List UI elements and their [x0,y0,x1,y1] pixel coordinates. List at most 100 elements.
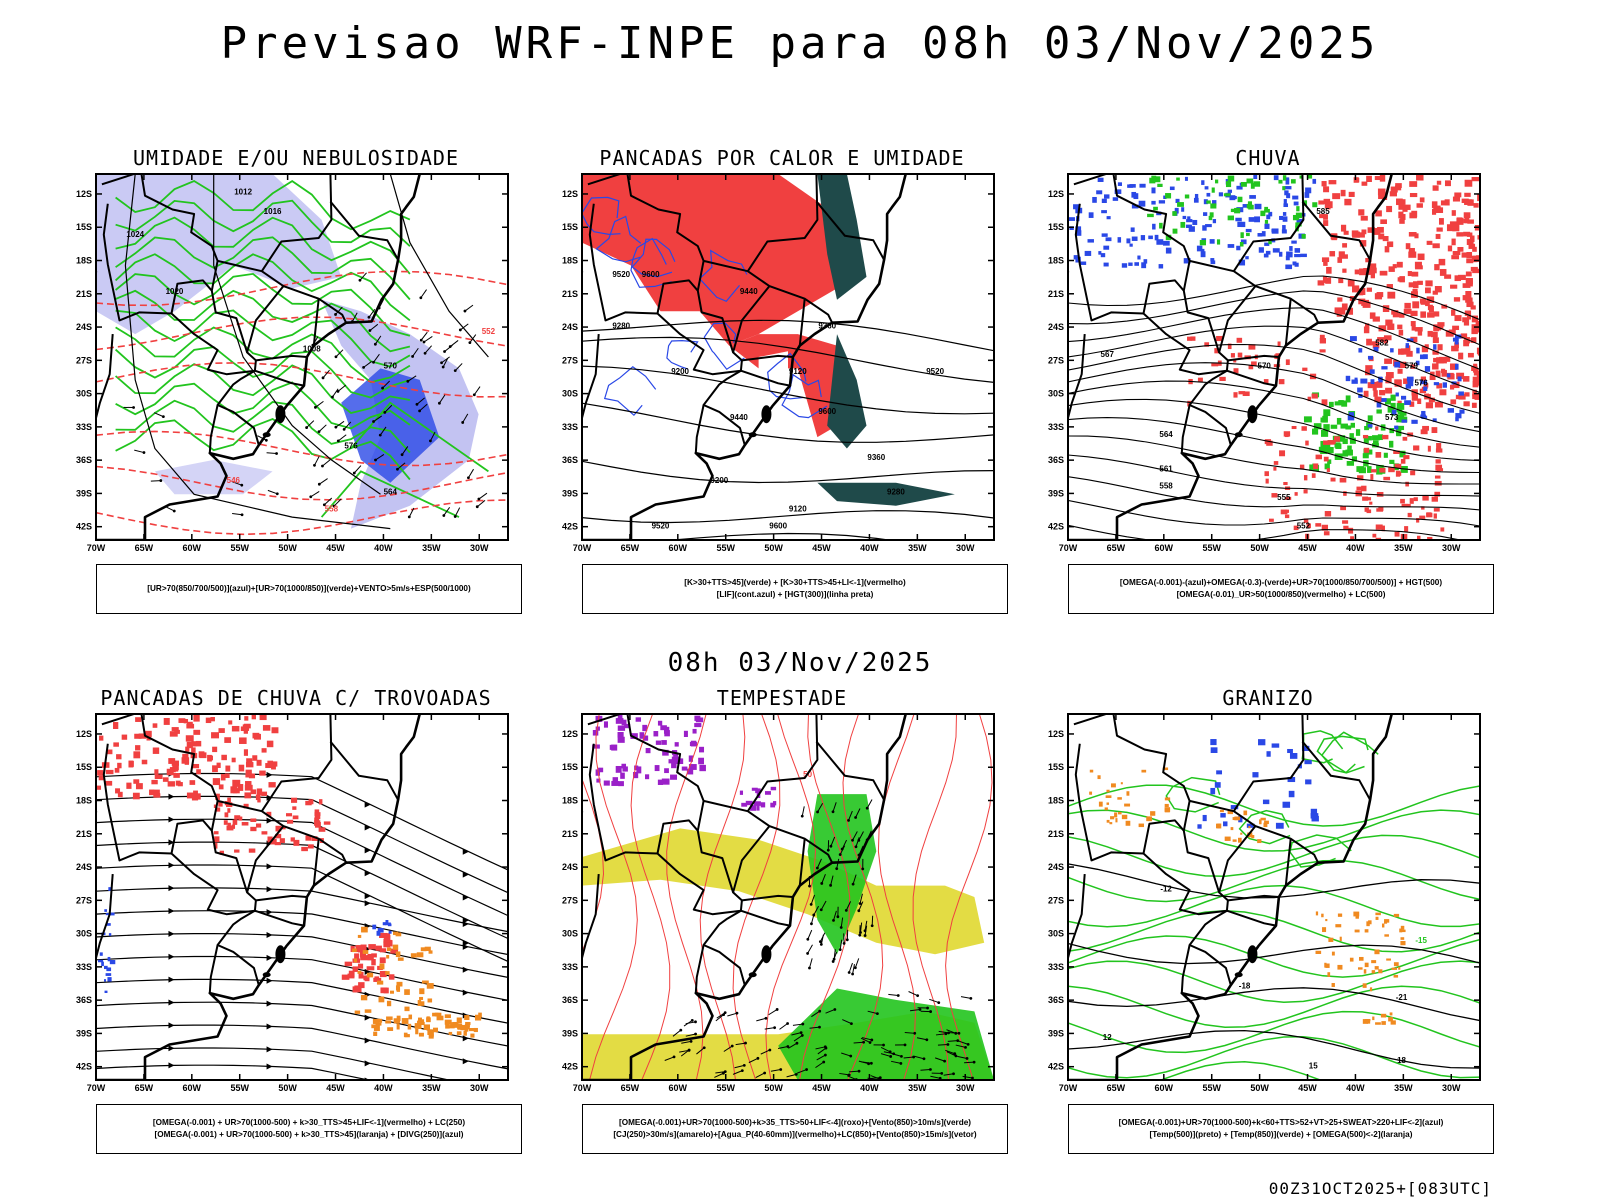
wind-vector [723,1045,733,1052]
omega-blue-speck [1236,185,1243,190]
streamline-arrow [364,893,371,900]
rain-red-speck [1332,193,1341,200]
wind-vector-head [808,884,811,888]
thunder-red-speck [269,838,277,845]
humidity-low-contour [115,216,411,275]
thunder-red-speck [275,833,282,839]
wind-vector [322,459,331,467]
rain-red-speck [1348,191,1355,197]
lon-tick-label: 65W [621,1083,640,1093]
storm-purple-speck [603,721,608,728]
streamline [96,933,508,978]
omega-orange-speck [1109,822,1113,825]
rain-red-speck [1466,238,1474,245]
streamline-arrow [266,909,273,916]
wind-vector [929,998,939,1004]
thunder-red-speck [251,714,256,720]
lat-tick-label: 39S [76,1028,92,1038]
lagoon [1234,432,1243,438]
thunder-red-speck [360,944,367,952]
thunder-red-speck [271,727,279,734]
wind-vector [770,1069,781,1072]
wind-vector [852,964,855,975]
temp850-contour [1068,935,1480,978]
thunder-red-speck [98,775,104,781]
streamline-arrow [168,1045,175,1052]
omega-green-speck [1295,212,1302,218]
country-border [741,354,793,362]
thunder-red-speck [210,716,215,722]
omega-orange-speck [1328,937,1334,942]
rain-red-speck [1405,243,1411,250]
omega-blue-speck [1200,251,1206,258]
lat-tick-label: 24S [76,862,92,872]
temp850-contour [1238,809,1291,845]
wind-vector [337,384,347,392]
thunder-orange-speck [468,1028,475,1032]
omega-orange-speck [1237,837,1242,843]
rain-red-speck [1319,338,1327,344]
country-border [703,799,833,864]
omega-blue-speck [1242,204,1248,208]
omega-orange-speck [1121,814,1128,820]
thunder-red-speck [213,804,218,809]
panel-title: UMIDADE E/OU NEBULOSIDADE [132,146,460,170]
thunder-red-speck [390,948,399,954]
omega-green-speck [1253,181,1261,187]
temp500-contour [1068,987,1480,1022]
main-title: Previsao WRF-INPE para 08h 03/Nov/2025 [220,18,1380,69]
rain-red-speck [1278,379,1285,385]
omega-blue-speck [1073,204,1080,210]
contour-label: 564 [1159,430,1173,439]
country-border [1226,909,1277,927]
instability-red-fill [582,174,837,346]
hgt500-contour [1068,398,1480,462]
wind-vector-head [861,867,865,871]
lon-tick-label: 70W [87,1083,106,1093]
wind-vector [866,799,873,809]
rain-red-speck [1311,473,1316,478]
omega-green-speck [1172,211,1177,216]
thunder-red-speck [367,953,373,961]
omega-orange-speck [1369,987,1373,992]
omega-blue-speck [1129,243,1133,247]
humidity-low-contour [115,417,411,481]
omega-green-speck [1250,183,1255,189]
omega-blue-speck [1367,355,1374,360]
hail-blue-speck [1230,805,1239,810]
rain-red-speck [1321,399,1328,406]
omega-blue-speck [1097,177,1104,182]
streamline [96,978,508,1024]
wind-vector-head [851,838,854,842]
rain-red-speck [1473,203,1479,208]
thunder-red-speck [151,779,158,785]
rain-red-speck [1462,283,1471,288]
wind-vector [810,894,816,905]
omega-blue-speck [1186,219,1193,223]
omega-blue-speck [1432,418,1437,423]
streamline-arrow [168,953,175,960]
wind-vector [476,500,486,508]
wind-vector-head [940,1071,944,1075]
wind-vector [955,1044,966,1048]
thunder-red-speck [250,789,257,795]
omega-blue-speck [1075,226,1082,232]
country-border [694,404,705,454]
streamline-arrow [168,1062,175,1069]
omega-blue-speck [1263,253,1269,258]
country-border [582,334,600,423]
wind-vector [306,420,315,428]
omega-blue-speck [1423,386,1428,391]
thunder-red-speck [262,725,271,731]
rain-red-speck [1303,518,1309,523]
rain-red-speck [1385,387,1393,394]
omega-green-speck [1351,456,1358,462]
rain-red-speck [1383,476,1391,481]
hgt300-contour [582,460,994,484]
thunder-red-speck [186,741,193,749]
rain-red-speck [1434,480,1442,486]
rain-red-speck [1451,309,1456,316]
omega-blue-speck [1137,255,1141,260]
streamline-arrow [266,954,273,961]
omega-green-speck [1230,208,1237,213]
